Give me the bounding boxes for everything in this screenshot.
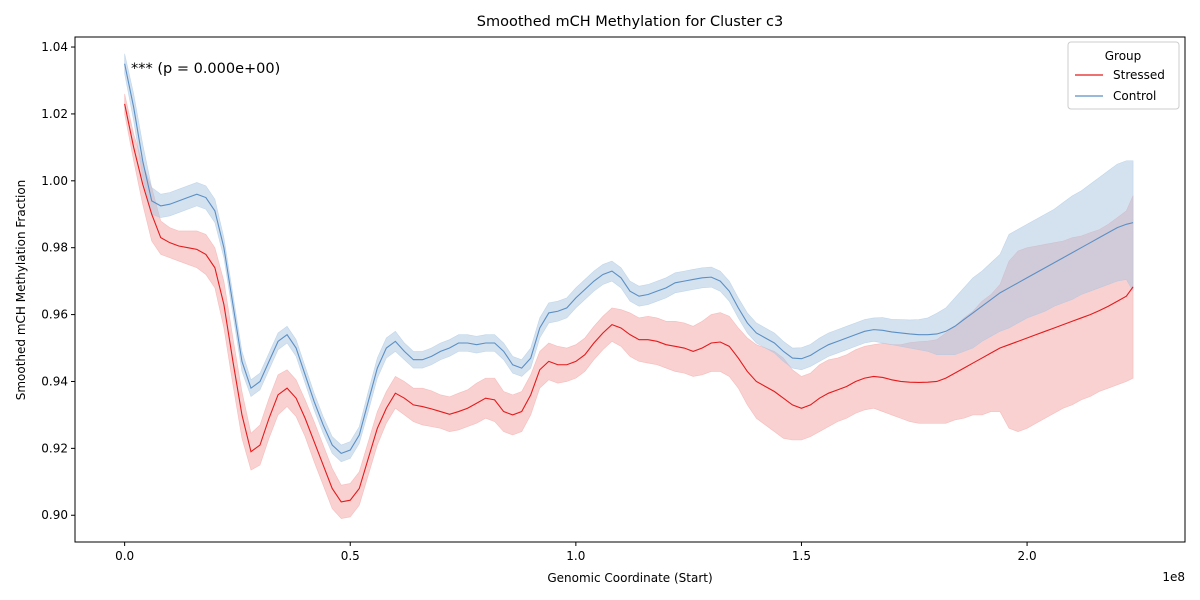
legend-label-stressed: Stressed [1113, 68, 1165, 82]
y-tick-label-0: 0.90 [41, 508, 68, 522]
chart-title: Smoothed mCH Methylation for Cluster c3 [477, 14, 783, 30]
legend: Group Stressed Control [1067, 41, 1180, 110]
x-axis-label: Genomic Coordinate (Start) [547, 571, 712, 585]
band-stressed [124, 93, 1134, 519]
line-control [124, 63, 1134, 455]
y-tick-label-1: 0.92 [41, 441, 68, 455]
series-lines [124, 63, 1134, 503]
y-tick-label-7: 1.04 [41, 40, 68, 54]
x-tick-label-2: 1.0 [566, 549, 585, 563]
y-tick-label-6: 1.02 [41, 107, 68, 121]
x-axis: 0.0 0.5 1.0 1.5 2.0 [115, 542, 1037, 563]
y-tick-label-3: 0.96 [41, 308, 68, 322]
line-stressed [124, 103, 1134, 503]
legend-label-control: Control [1113, 89, 1156, 103]
x-tick-label-0: 0.0 [115, 549, 134, 563]
x-tick-label-3: 1.5 [792, 549, 811, 563]
x-tick-label-4: 2.0 [1018, 549, 1037, 563]
y-axis-label: Smoothed mCH Methylation Fraction [14, 180, 28, 401]
y-tick-label-4: 0.98 [41, 241, 68, 255]
y-tick-label-2: 0.94 [41, 374, 68, 388]
x-tick-label-1: 0.5 [341, 549, 360, 563]
plot-frame [74, 36, 1186, 543]
band-control [124, 53, 1134, 463]
legend-title: Group [1105, 49, 1142, 63]
x-offset-label: 1e8 [1162, 570, 1185, 584]
legend-box [1067, 41, 1180, 110]
y-tick-label-5: 1.00 [41, 174, 68, 188]
confidence-bands [124, 53, 1134, 519]
y-axis: 0.90 0.92 0.94 0.96 0.98 1.00 1.02 1.04 [41, 40, 75, 522]
p-value-annotation: *** (p = 0.000e+00) [131, 61, 280, 77]
